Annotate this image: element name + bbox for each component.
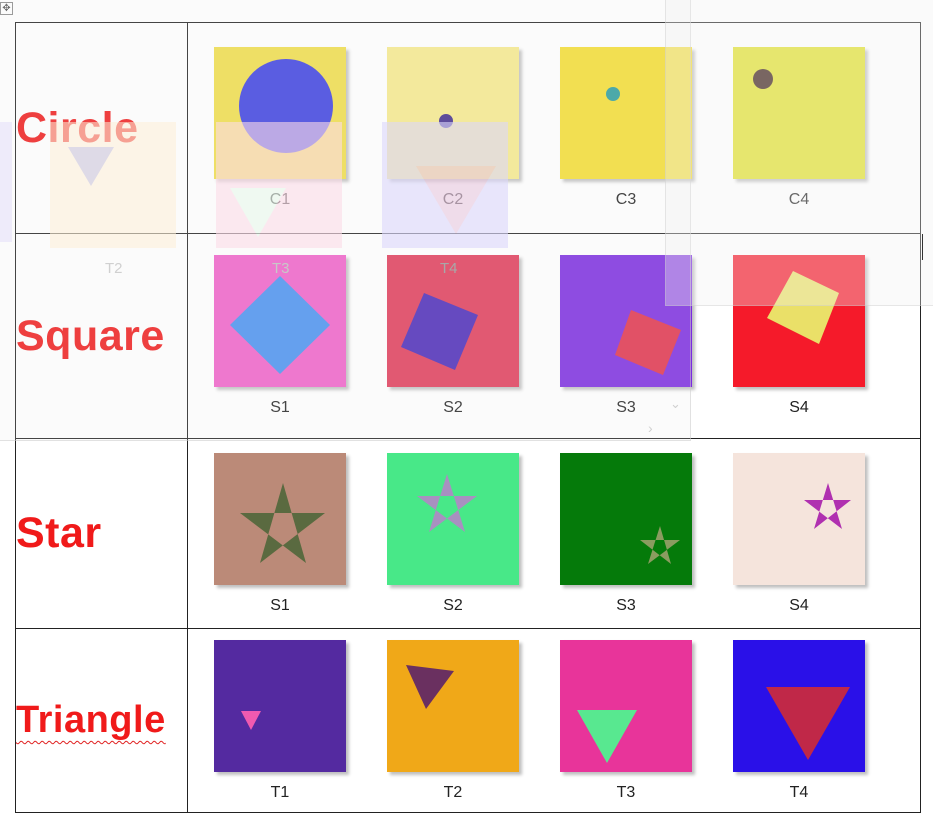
square-shape [230, 276, 330, 374]
circle-icon [214, 47, 346, 179]
thumbnail-caption: S2 [443, 596, 463, 614]
table-row-square: Square S1 S2 [15, 233, 921, 439]
thumbnail-star-s1[interactable]: S1 [214, 452, 387, 615]
thumbnail-caption: C1 [269, 191, 291, 208]
thumbnail-caption: S1 [270, 596, 290, 614]
star-icon [560, 452, 692, 585]
thumbnail-background [560, 452, 692, 585]
square-icon [214, 255, 346, 387]
thumbnail-caption: S4 [789, 596, 809, 614]
image-cell: T1 T2 T3 [187, 628, 921, 813]
thumbnail-c3[interactable]: C3 [560, 47, 733, 209]
table-row-circle: Circle C1 C2 [15, 22, 921, 234]
row-label-square: Square [16, 311, 165, 360]
table-row-triangle: Triangle T1 T2 [15, 628, 921, 813]
thumbnail-c1[interactable]: C1 [214, 47, 387, 209]
square-icon [560, 255, 692, 387]
thumbnail-background [560, 255, 692, 387]
circle-icon [387, 47, 519, 179]
thumbnail-star-s3[interactable]: S3 [560, 452, 733, 615]
thumbnail-background [214, 452, 346, 585]
star-icon [733, 452, 865, 585]
thumbnail-caption: S4 [789, 399, 809, 416]
thumbnail-caption: C2 [442, 191, 464, 208]
thumbnail-background [387, 47, 519, 179]
star-shape [640, 525, 680, 564]
thumbnail-background [387, 639, 519, 772]
row-label-circle: Circle [16, 103, 139, 152]
square-icon [387, 255, 519, 387]
triangle-icon [214, 639, 346, 772]
circle-icon [560, 47, 692, 179]
thumbnail-background [214, 639, 346, 772]
thumbnail-caption: T4 [789, 783, 809, 801]
thumbnail-t1[interactable]: T1 [214, 639, 387, 802]
triangle-icon [387, 639, 519, 772]
star-shape [417, 473, 477, 532]
triangle-shape [766, 686, 850, 760]
thumbnail-caption: T1 [270, 783, 290, 801]
thumbnail-c4[interactable]: C4 [733, 47, 906, 209]
table-row-star: Star S1 S2 [15, 438, 921, 629]
triangle-icon [733, 639, 865, 772]
ghost-panel-left [0, 122, 12, 242]
star-icon [214, 452, 346, 585]
image-cell: C1 C2 C3 [187, 22, 921, 234]
image-cell: S1 S2 S3 [187, 233, 921, 439]
label-cell: Triangle [15, 628, 188, 813]
circle-shape [439, 114, 453, 128]
thumbnail-background [560, 639, 692, 772]
thumbnail-caption: S3 [616, 399, 636, 416]
table-move-handle-icon[interactable]: ✥ [0, 2, 13, 15]
circle-shape [239, 59, 333, 153]
label-cell: Star [15, 438, 188, 629]
thumbnail-caption: S2 [443, 399, 463, 416]
star-shape [240, 482, 325, 563]
triangle-shape [241, 710, 261, 730]
thumbnail-background [560, 47, 692, 179]
thumbnail-caption: T3 [616, 783, 636, 801]
row-label-triangle: Triangle [16, 699, 166, 741]
thumbnail-background [733, 452, 865, 585]
thumbnail-t3[interactable]: T3 [560, 639, 733, 802]
triangle-icon [560, 639, 692, 772]
triangle-shape [406, 664, 454, 709]
thumbnail-star-s4[interactable]: S4 [733, 452, 906, 615]
thumbnail-caption: S3 [616, 596, 636, 614]
thumbnail-s1[interactable]: S1 [214, 255, 387, 417]
shape-table: Circle C1 C2 [15, 22, 921, 813]
square-shape [615, 310, 681, 375]
thumbnail-s4[interactable]: S4 [733, 255, 906, 417]
thumbnail-background [733, 47, 865, 179]
label-cell: Square [15, 233, 188, 439]
thumbnail-c2[interactable]: C2 [387, 47, 560, 209]
circle-shape [606, 87, 620, 101]
thumbnail-t2[interactable]: T2 [387, 639, 560, 802]
thumbnail-caption: T2 [443, 783, 463, 801]
square-shape [401, 293, 478, 370]
text-cursor [922, 234, 923, 260]
star-shape [804, 482, 851, 529]
square-shape [767, 271, 839, 344]
thumbnail-caption: C3 [615, 191, 637, 208]
thumbnail-caption: C4 [788, 191, 810, 208]
thumbnail-t4[interactable]: T4 [733, 639, 906, 802]
circle-shape [753, 69, 773, 89]
thumbnail-star-s2[interactable]: S2 [387, 452, 560, 615]
circle-icon [733, 47, 865, 179]
thumbnail-s2[interactable]: S2 [387, 255, 560, 417]
thumbnail-s3[interactable]: S3 [560, 255, 733, 417]
row-label-star: Star [16, 509, 102, 557]
square-icon [733, 255, 865, 387]
thumbnail-caption: S1 [270, 399, 290, 416]
label-cell: Circle [15, 22, 188, 234]
image-cell: S1 S2 S3 [187, 438, 921, 629]
star-icon [387, 452, 519, 585]
triangle-shape [577, 709, 637, 763]
